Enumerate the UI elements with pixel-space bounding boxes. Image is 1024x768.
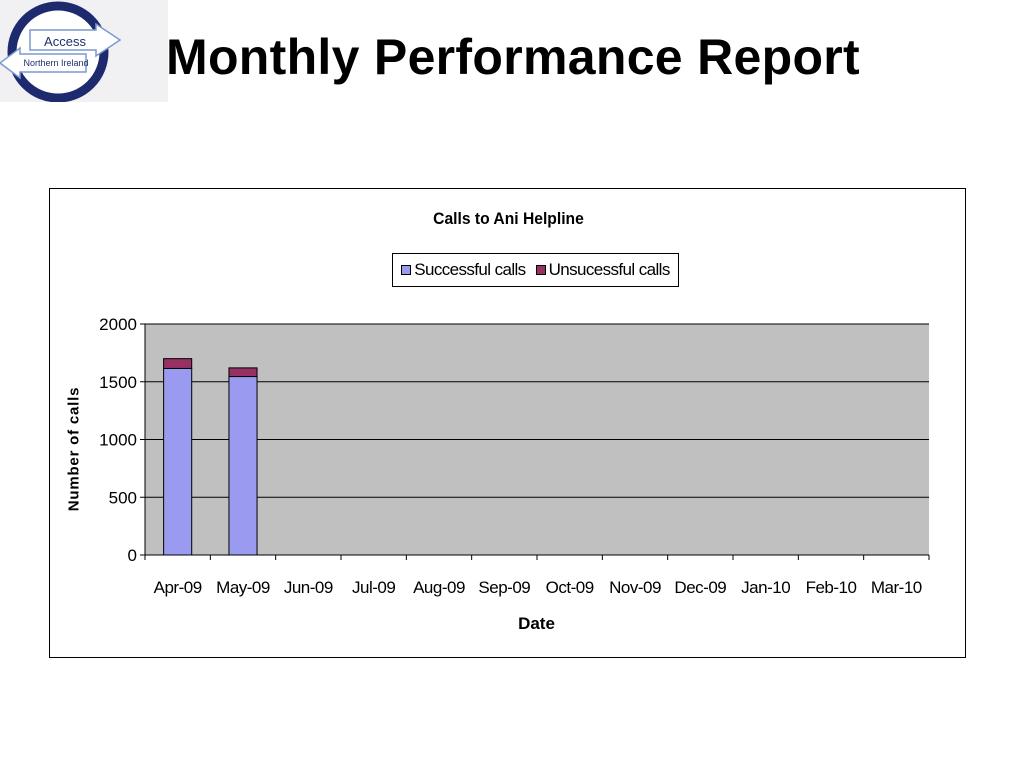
legend-label-successful: Successful calls xyxy=(414,260,526,279)
x-tick-label: Jun-09 xyxy=(284,578,333,597)
chart-title: Calls to Ani Helpline xyxy=(433,209,584,228)
x-tick-label: Sep-09 xyxy=(478,578,530,597)
page-title: Monthly Performance Report xyxy=(166,29,861,85)
x-tick-label: Dec-09 xyxy=(674,578,726,597)
chart-legend: Successful calls Unsucessful calls xyxy=(392,253,679,287)
logo-graphic xyxy=(0,1,122,102)
legend-swatch-successful xyxy=(401,265,412,275)
x-axis-title: Date xyxy=(518,614,555,633)
legend-label-unsuccessful: Unsucessful calls xyxy=(548,260,671,279)
x-tick-label: May-09 xyxy=(216,578,270,597)
x-tick-label: Mar-10 xyxy=(871,578,922,597)
legend-item-successful: Successful calls xyxy=(401,260,526,280)
y-tick-label: 1000 xyxy=(99,431,137,450)
y-axis-title-text: Number of calls xyxy=(65,386,83,512)
y-tick-label: 500 xyxy=(109,488,137,507)
x-tick-label: Jul-09 xyxy=(352,578,395,597)
x-tick-label: Oct-09 xyxy=(546,578,594,597)
y-tick-label: 0 xyxy=(128,546,137,565)
access-ni-logo: Access Northern Ireland xyxy=(0,0,168,102)
chart-svg: 0 500 1000 1500 2000 Apr-09 May-09 Jun-09 Jul-09… xyxy=(99,315,930,597)
bar-successful xyxy=(228,376,258,556)
x-tick-label: Nov-09 xyxy=(609,578,661,597)
legend-swatch-unsuccessful xyxy=(535,265,546,275)
bar-unsuccessful xyxy=(228,367,258,378)
x-tick-label: Feb-10 xyxy=(806,578,857,597)
y-tick-label: 1500 xyxy=(99,373,137,392)
bar-successful xyxy=(163,367,193,556)
logo-text-northern-ireland: Northern Ireland xyxy=(23,58,89,68)
x-tick-label: Jan-10 xyxy=(741,578,790,597)
legend-item-unsuccessful: Unsucessful calls xyxy=(535,260,671,280)
x-tick-label: Aug-09 xyxy=(413,578,465,597)
y-tick-label: 2000 xyxy=(99,315,137,334)
logo-text-access: Access xyxy=(44,34,86,49)
x-tick-label: Apr-09 xyxy=(154,578,202,597)
bar-unsuccessful xyxy=(163,358,193,369)
chart-frame: 0 500 1000 1500 2000 Apr-09 May-09 Jun-09 Jul-09… xyxy=(49,188,966,658)
